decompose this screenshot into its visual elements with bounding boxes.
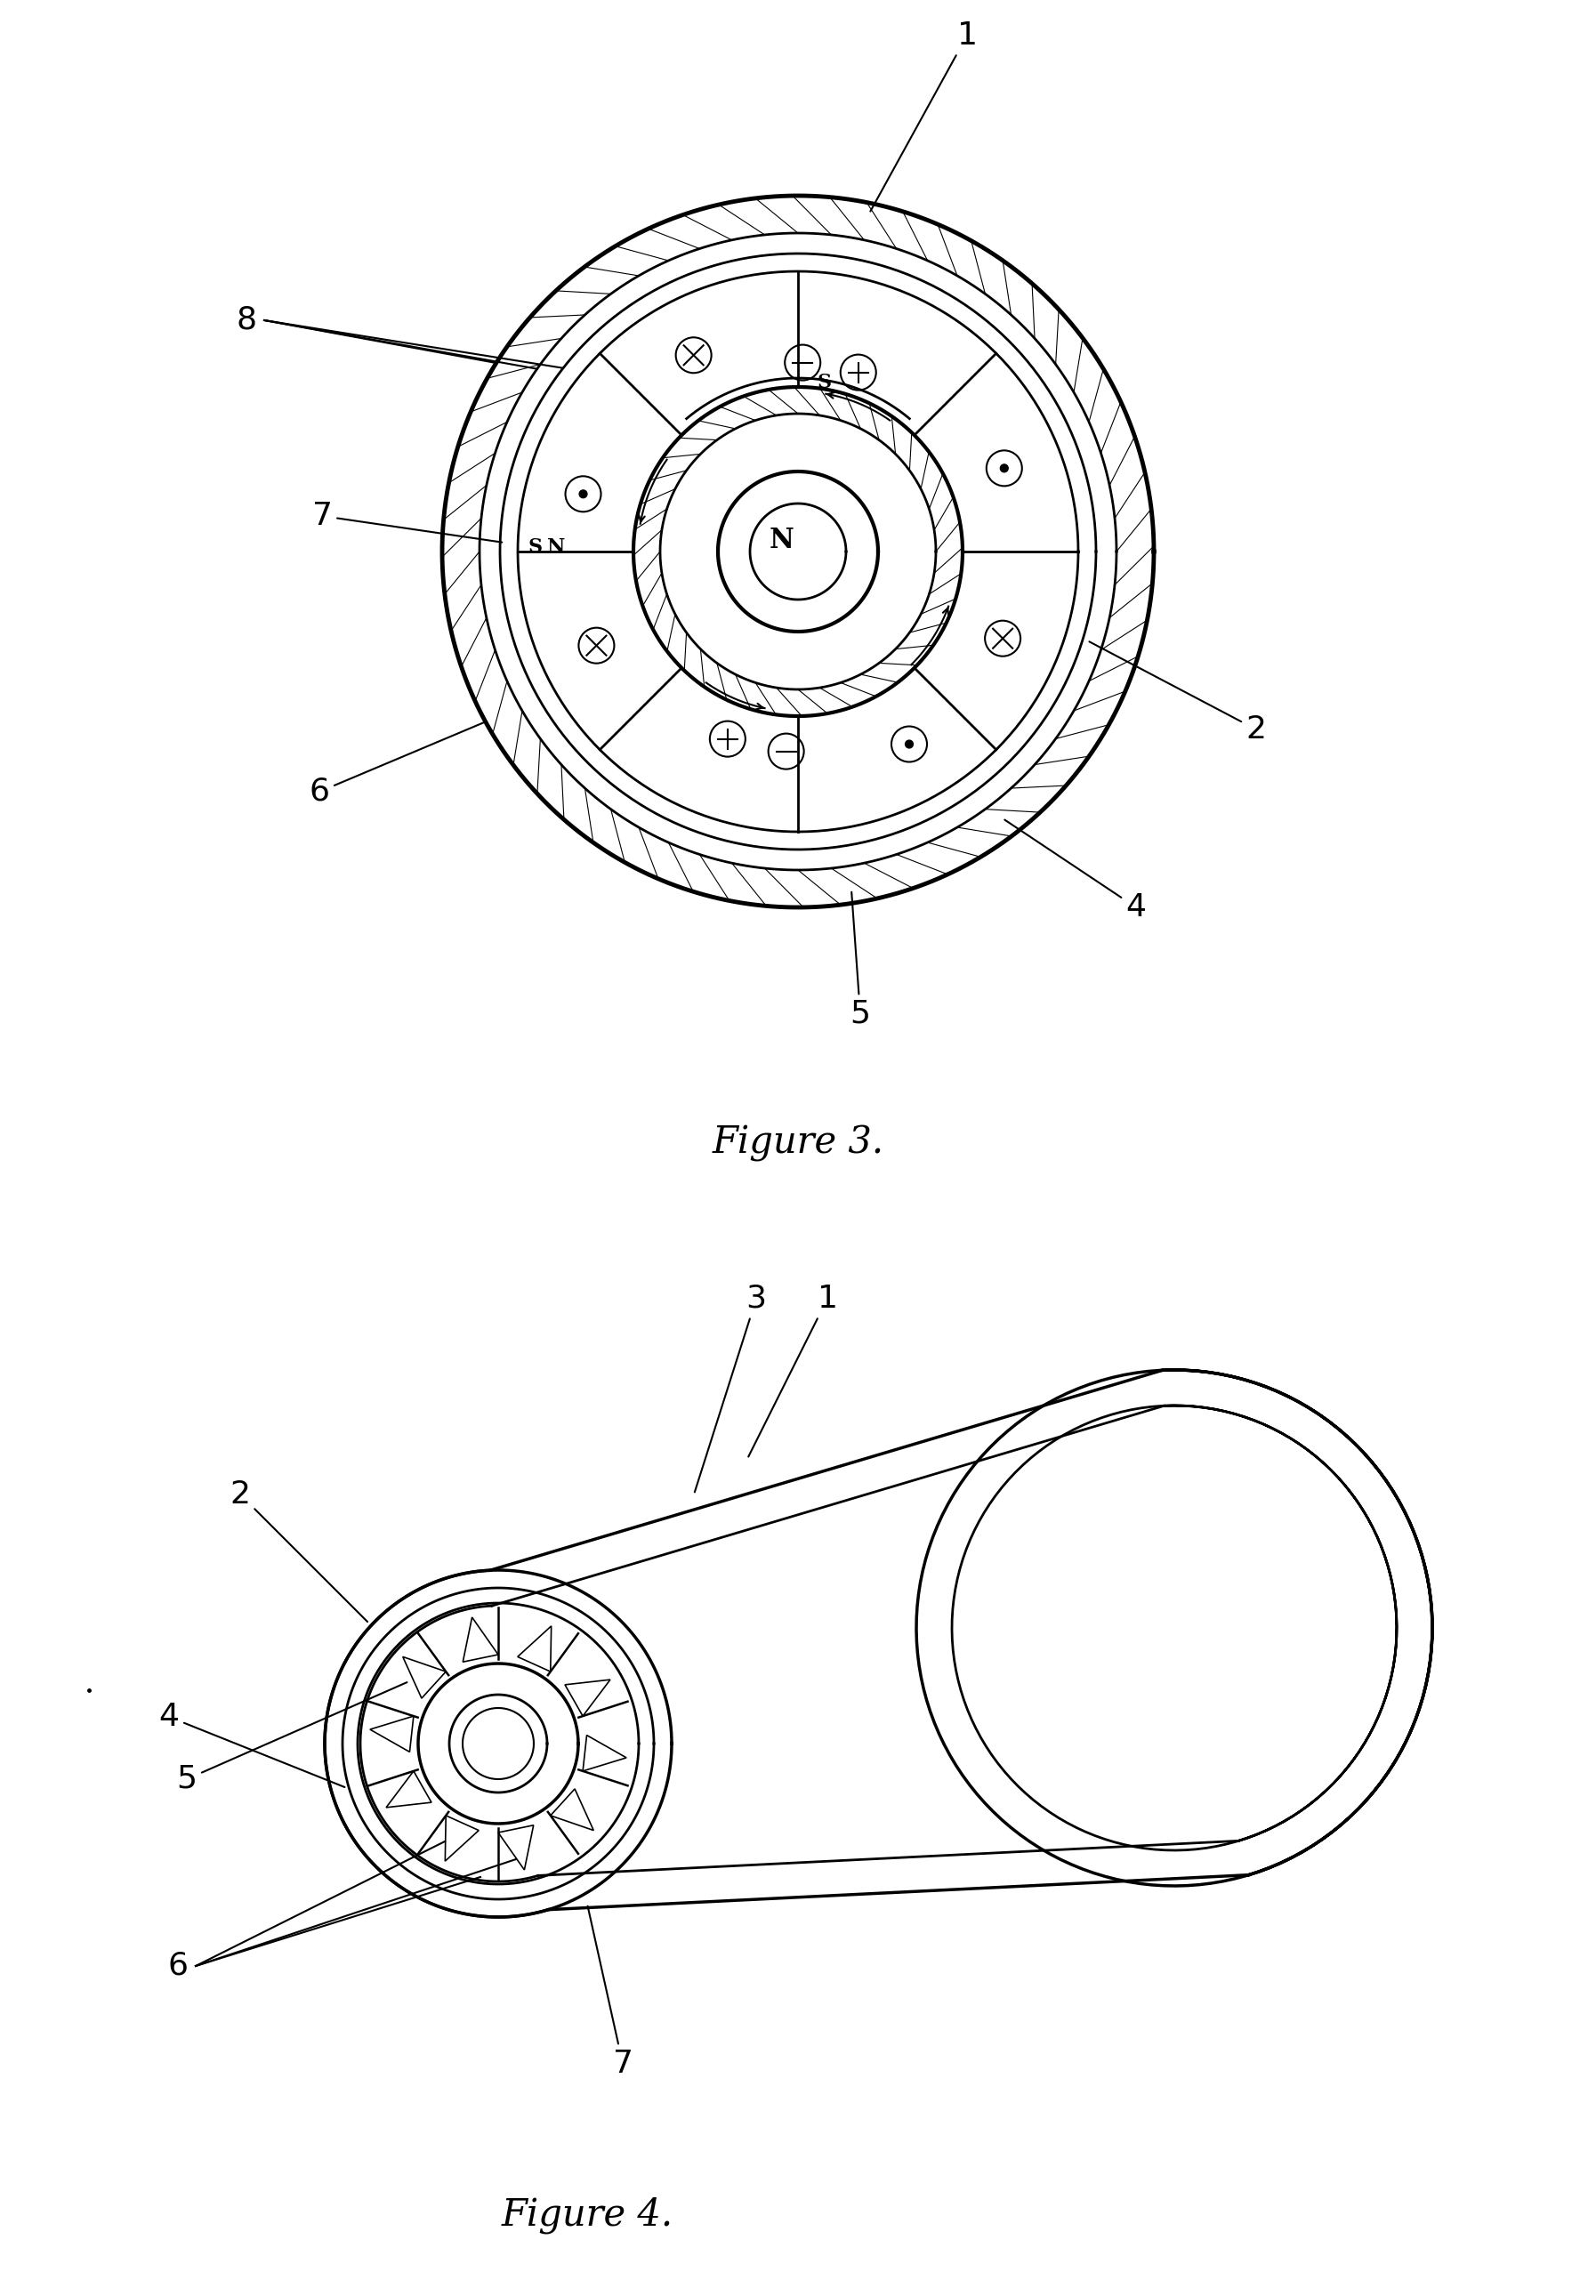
Text: 1: 1 xyxy=(870,21,977,211)
Text: 3: 3 xyxy=(694,1283,766,1492)
Text: 6: 6 xyxy=(168,1952,188,1981)
Text: S: S xyxy=(528,537,543,558)
Circle shape xyxy=(1001,464,1009,473)
Circle shape xyxy=(579,489,587,498)
Text: 5: 5 xyxy=(851,893,870,1029)
Text: 6: 6 xyxy=(310,721,487,806)
Text: N: N xyxy=(547,537,565,558)
Text: 2: 2 xyxy=(230,1479,367,1621)
Text: 8: 8 xyxy=(236,305,257,335)
Text: 5: 5 xyxy=(177,1683,407,1793)
Text: 2: 2 xyxy=(1090,641,1266,744)
Text: 7: 7 xyxy=(311,501,503,542)
Text: S: S xyxy=(817,372,832,393)
Text: 4: 4 xyxy=(158,1701,345,1786)
Text: 1: 1 xyxy=(749,1283,838,1456)
Text: N: N xyxy=(769,528,795,556)
Text: 4: 4 xyxy=(1004,820,1146,923)
Text: Figure 4.: Figure 4. xyxy=(501,2197,674,2234)
Circle shape xyxy=(905,739,913,748)
Text: Figure 3.: Figure 3. xyxy=(712,1125,884,1162)
Text: 7: 7 xyxy=(587,1906,634,2078)
